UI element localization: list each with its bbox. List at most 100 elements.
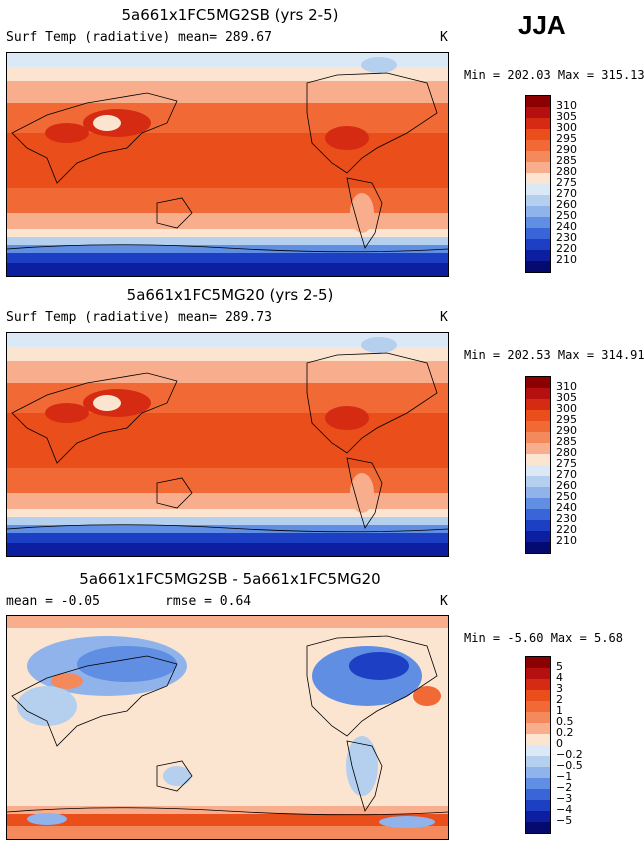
colorbar-tick-label: 1 <box>556 704 563 717</box>
colorbar-swatch <box>526 151 550 162</box>
colorbar-swatch <box>526 745 550 756</box>
colorbar-tick-label: 240 <box>556 220 577 233</box>
colorbar-swatch <box>526 421 550 432</box>
colorbar-tick-label: 210 <box>556 534 577 547</box>
colorbar-tick-label: 230 <box>556 512 577 525</box>
colorbar-tick-label: 295 <box>556 132 577 145</box>
colorbar-swatch <box>526 712 550 723</box>
colorbar-tick-label: 210 <box>556 253 577 266</box>
panel3-map <box>6 615 449 840</box>
colorbar-swatch <box>526 140 550 151</box>
panel1-map-graphic <box>7 53 448 276</box>
colorbar-swatch <box>526 668 550 679</box>
colorbar-swatch <box>526 107 550 118</box>
colorbar-tick-label: 220 <box>556 242 577 255</box>
colorbar-swatch <box>526 811 550 822</box>
panel2-variable: Surf Temp (radiative) <box>6 310 171 325</box>
panel1-minmax: Min = 202.03 Max = 315.13 <box>464 68 644 82</box>
colorbar-swatch <box>526 778 550 789</box>
colorbar-tick-label: −1 <box>556 770 573 783</box>
colorbar-swatch <box>526 465 550 476</box>
colorbar-swatch <box>526 542 550 553</box>
colorbar-swatch <box>526 476 550 487</box>
colorbar-swatch <box>526 206 550 217</box>
panel3-colorbar <box>525 656 551 834</box>
colorbar-swatch <box>526 399 550 410</box>
colorbar-tick-label: −0.5 <box>556 759 583 772</box>
colorbar-tick-label: −3 <box>556 792 573 805</box>
colorbar-tick-label: 300 <box>556 121 577 134</box>
colorbar-tick-label: 260 <box>556 479 577 492</box>
colorbar-tick-label: 260 <box>556 198 577 211</box>
colorbar-swatch <box>526 377 550 388</box>
colorbar-tick-label: 280 <box>556 165 577 178</box>
colorbar-tick-label: 0 <box>556 737 563 750</box>
colorbar-swatch <box>526 520 550 531</box>
panel1-title: 5a661x1FC5MG2SB (yrs 2-5) <box>121 6 339 24</box>
panel3-mean: mean = -0.05 <box>6 594 100 609</box>
colorbar-tick-label: 270 <box>556 468 577 481</box>
colorbar-tick-label: 250 <box>556 490 577 503</box>
colorbar-swatch <box>526 789 550 800</box>
panel2-minmax: Min = 202.53 Max = 314.91 <box>464 348 644 362</box>
panel1-variable: Surf Temp (radiative) <box>6 30 171 45</box>
panel1-units: K <box>440 30 448 45</box>
colorbar-swatch <box>526 822 550 833</box>
colorbar-swatch <box>526 734 550 745</box>
colorbar-tick-label: 275 <box>556 457 577 470</box>
colorbar-swatch <box>526 250 550 261</box>
colorbar-tick-label: 5 <box>556 660 563 673</box>
colorbar-tick-label: 0.2 <box>556 726 574 739</box>
colorbar-tick-label: −5 <box>556 814 573 827</box>
colorbar-swatch <box>526 487 550 498</box>
colorbar-tick-label: 275 <box>556 176 577 189</box>
panel3-minmax: Min = -5.60 Max = 5.68 <box>464 631 623 645</box>
panel2-title: 5a661x1FC5MG20 (yrs 2-5) <box>126 286 334 304</box>
colorbar-tick-label: 300 <box>556 402 577 415</box>
colorbar-tick-label: 310 <box>556 99 577 112</box>
colorbar-swatch <box>526 756 550 767</box>
colorbar-swatch <box>526 388 550 399</box>
colorbar-tick-label: 285 <box>556 154 577 167</box>
colorbar-swatch <box>526 723 550 734</box>
colorbar-tick-label: −0.2 <box>556 748 583 761</box>
colorbar-tick-label: 4 <box>556 671 563 684</box>
colorbar-swatch <box>526 162 550 173</box>
colorbar-tick-label: 280 <box>556 446 577 459</box>
colorbar-tick-label: 230 <box>556 231 577 244</box>
colorbar-tick-label: 250 <box>556 209 577 222</box>
colorbar-swatch <box>526 531 550 542</box>
colorbar-tick-label: −2 <box>556 781 573 794</box>
panel3-map-graphic <box>7 616 448 839</box>
colorbar-swatch <box>526 96 550 107</box>
colorbar-swatch <box>526 690 550 701</box>
colorbar-swatch <box>526 767 550 778</box>
colorbar-swatch <box>526 184 550 195</box>
colorbar-tick-label: 2 <box>556 693 563 706</box>
season-label: JJA <box>518 10 566 40</box>
colorbar-swatch <box>526 261 550 272</box>
colorbar-swatch <box>526 432 550 443</box>
panel1-mean: mean= 289.67 <box>178 30 272 45</box>
panel1-colorbar <box>525 95 551 273</box>
colorbar-tick-label: 290 <box>556 143 577 156</box>
colorbar-tick-label: 240 <box>556 501 577 514</box>
colorbar-swatch <box>526 454 550 465</box>
colorbar-tick-label: 290 <box>556 424 577 437</box>
panel2-map-graphic <box>7 333 448 556</box>
colorbar-tick-label: 285 <box>556 435 577 448</box>
panel1-map <box>6 52 449 277</box>
colorbar-tick-label: 310 <box>556 380 577 393</box>
colorbar-swatch <box>526 679 550 690</box>
colorbar-swatch <box>526 701 550 712</box>
colorbar-swatch <box>526 118 550 129</box>
colorbar-swatch <box>526 129 550 140</box>
panel2-mean: mean= 289.73 <box>178 310 272 325</box>
colorbar-tick-label: 220 <box>556 523 577 536</box>
colorbar-swatch <box>526 800 550 811</box>
panel3-title: 5a661x1FC5MG2SB - 5a661x1FC5MG20 <box>79 570 381 588</box>
colorbar-tick-label: 0.5 <box>556 715 574 728</box>
panel2-colorbar <box>525 376 551 554</box>
panel2-map <box>6 332 449 557</box>
colorbar-tick-label: 305 <box>556 110 577 123</box>
